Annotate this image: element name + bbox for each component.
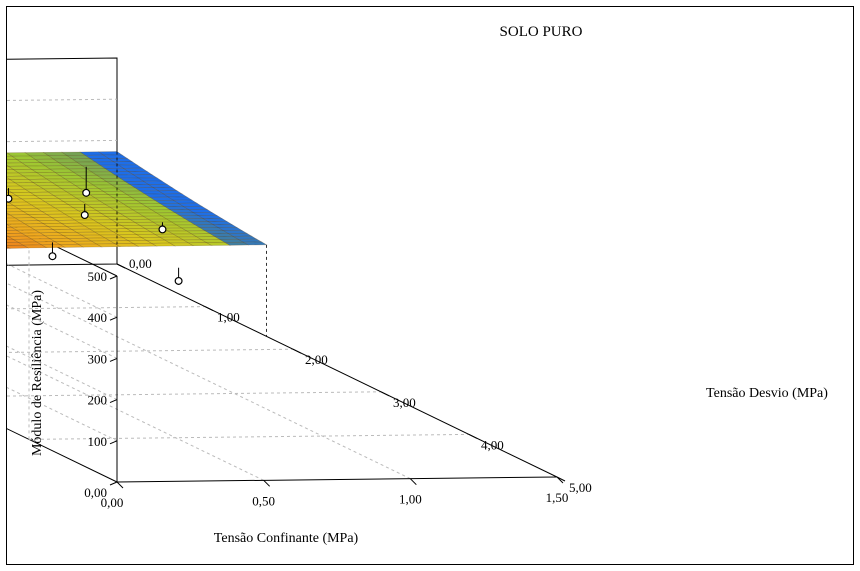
z-tick-label: 400 (88, 310, 108, 325)
y-tick-mark (292, 348, 302, 354)
y-tick-label: 5,00 (569, 480, 592, 495)
x-tick-mark (116, 481, 124, 489)
surface-plot: SOLO PURO 0,00 0,50 1,00 1,50 0,00 1,00 2,00 3… (7, 24, 828, 546)
floor-gridline (7, 391, 382, 397)
x-tick-mark (263, 479, 271, 487)
x-ticks: 0,00 0,50 1,00 1,50 (101, 476, 569, 510)
y-tick-label: 0,00 (129, 256, 152, 271)
y-tick-mark (204, 306, 214, 312)
back-gridline (7, 98, 118, 101)
z-ticks: 500 400 300 200 100 0,00 (84, 269, 118, 500)
x-tick-label: 1,00 (399, 492, 422, 507)
y-axis-line (116, 263, 558, 478)
y-tick-label: 1,00 (217, 310, 240, 325)
z-axis-label: Módulo de Resiliência (MPa) (30, 290, 45, 456)
side-wall-bottom-edge (7, 428, 118, 483)
back-gridline (7, 139, 118, 143)
z-tick-label: 200 (88, 393, 108, 408)
y-ticks: 0,00 1,00 2,00 3,00 4,00 5,00 (116, 256, 592, 495)
chart-title: SOLO PURO (500, 24, 583, 40)
z-tick-mark (109, 440, 118, 445)
y-tick-mark (116, 263, 126, 269)
data-point (7, 194, 13, 203)
data-point (82, 188, 91, 197)
floor-gridline (28, 433, 470, 440)
y-axis-label: Tensão Desvio (MPa) (706, 386, 828, 401)
x-tick-label: 0,00 (101, 495, 124, 510)
y-tick-label: 3,00 (393, 395, 416, 410)
floor-gridline (7, 355, 264, 481)
back-wall (7, 57, 118, 266)
x-axis-label: Tensão Confinante (MPa) (214, 531, 359, 546)
data-point (48, 252, 57, 261)
data-point (158, 225, 167, 234)
axes (116, 263, 558, 483)
y-tick-mark (556, 476, 566, 482)
surface-cell (242, 241, 268, 246)
y-tick-mark (468, 433, 478, 439)
z-tick-mark (109, 316, 118, 321)
x-tick-label: 1,50 (546, 490, 569, 505)
z-tick-mark (109, 357, 118, 362)
z-tick-label: 300 (88, 351, 108, 366)
y-tick-label: 2,00 (305, 352, 328, 367)
chart-frame: SOLO PURO 0,00 0,50 1,00 1,50 0,00 1,00 2,00 3… (6, 6, 854, 565)
floor-gridline (7, 348, 294, 353)
z-tick-mark (109, 275, 118, 280)
axis-walls (7, 57, 470, 483)
y-tick-label: 4,00 (481, 437, 504, 452)
x-tick-label: 0,50 (252, 493, 275, 508)
z-tick-label: 100 (88, 434, 108, 449)
data-point (174, 276, 183, 285)
response-surface (7, 151, 268, 249)
floor-gridline (7, 282, 411, 480)
data-points (7, 151, 268, 337)
side-gridline (7, 386, 118, 442)
data-point (80, 211, 89, 220)
z-tick-mark (109, 481, 118, 486)
z-tick-mark (109, 399, 118, 404)
z-tick-label: 0,00 (84, 485, 107, 500)
floor-gridline (7, 306, 206, 310)
x-axis-line (116, 476, 558, 483)
x-tick-mark (409, 478, 417, 486)
z-tick-label: 500 (88, 269, 108, 284)
y-tick-mark (380, 391, 390, 397)
